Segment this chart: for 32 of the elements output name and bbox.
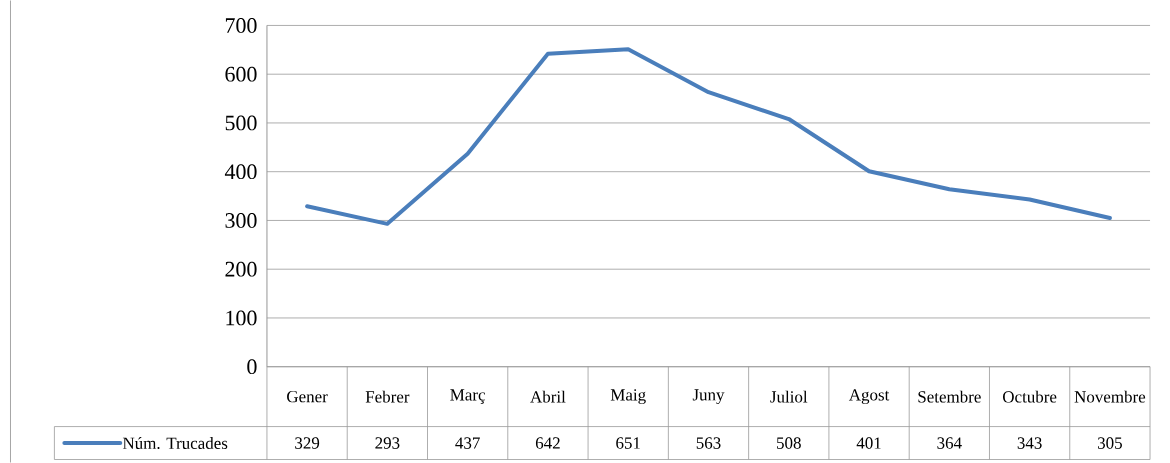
x-tick-label: Maig bbox=[610, 389, 646, 405]
data-label: 293 bbox=[375, 437, 400, 449]
y-tick-label: 300 bbox=[225, 213, 257, 228]
data-label: 651 bbox=[616, 437, 640, 449]
data-label: 364 bbox=[937, 437, 962, 449]
x-tick-label: Setembre bbox=[918, 390, 981, 403]
x-tick-label: Juliol bbox=[770, 390, 808, 403]
data-label: 401 bbox=[856, 437, 881, 449]
x-tick-label: Abril bbox=[530, 390, 566, 403]
data-label: 642 bbox=[535, 437, 560, 449]
data-label: 305 bbox=[1097, 437, 1122, 449]
data-label: 329 bbox=[295, 437, 320, 449]
x-tick-label: Juny bbox=[692, 389, 725, 405]
x-tick-label: Febrer bbox=[365, 390, 410, 403]
data-label: 508 bbox=[777, 437, 801, 449]
data-label: 437 bbox=[455, 437, 480, 449]
x-tick-label: Març bbox=[450, 389, 486, 405]
x-tick-label: Octubre bbox=[1002, 390, 1057, 403]
y-tick-label: 400 bbox=[224, 164, 257, 180]
x-tick-label: Novembre bbox=[1074, 390, 1146, 403]
y-tick-label: 600 bbox=[225, 66, 257, 82]
data-label: 343 bbox=[1017, 437, 1042, 449]
line-series bbox=[305, 47, 1112, 226]
y-tick-label: 700 bbox=[225, 18, 257, 33]
y-tick-label: 200 bbox=[225, 261, 257, 277]
x-tick-label: Agost bbox=[848, 389, 890, 405]
y-tick-label: 500 bbox=[225, 115, 257, 131]
y-tick-label: 100 bbox=[226, 310, 257, 326]
legend-label: Núm. Trucades bbox=[122, 437, 228, 450]
data-label: 563 bbox=[696, 437, 721, 449]
y-tick-label: 0 bbox=[247, 359, 257, 375]
x-tick-label: Gener bbox=[287, 390, 328, 403]
